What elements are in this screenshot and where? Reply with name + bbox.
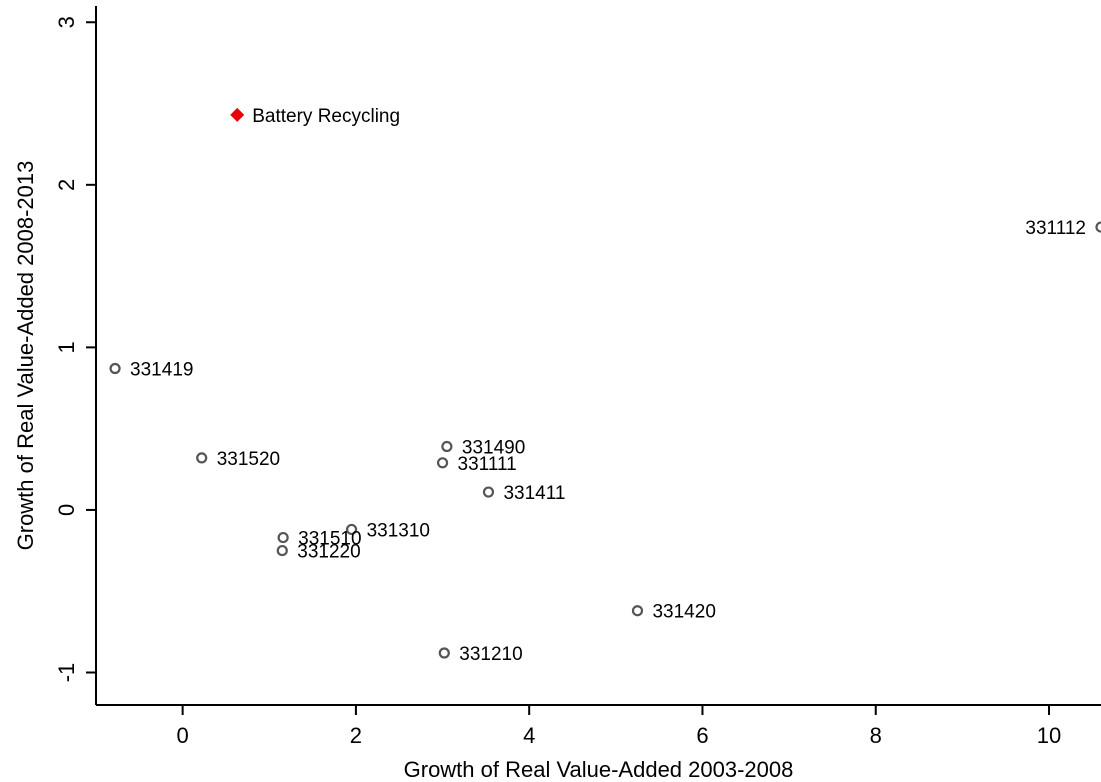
data-point	[196, 452, 208, 464]
data-point-label: 331220	[297, 542, 360, 563]
data-point	[277, 531, 289, 544]
y-tick-label: 2	[54, 179, 79, 191]
x-tick-label: 2	[350, 723, 362, 748]
data-point	[441, 440, 453, 453]
data-point-label: 331111	[458, 454, 517, 475]
data-point-label: 331411	[503, 483, 565, 504]
data-point	[482, 486, 495, 498]
data-point	[345, 523, 358, 536]
data-point-label: 331419	[130, 360, 193, 381]
x-tick-label: 10	[1037, 723, 1061, 748]
x-axis-title: Growth of Real Value-Added 2003-2008	[404, 757, 794, 782]
data-point	[109, 362, 121, 375]
x-tick-label: 6	[696, 723, 708, 748]
y-axis-title: Growth of Real Value-Added 2008-2013	[13, 161, 38, 551]
data-point-label: 331310	[367, 520, 430, 541]
data-point	[436, 457, 449, 469]
data-point-label: 331510	[298, 529, 361, 550]
y-tick-label: 0	[54, 504, 79, 516]
data-points: 331112 331419 331490 331520 331111 331411 3313…	[109, 106, 1101, 665]
data-point	[631, 605, 644, 617]
data-point-label: 331490	[462, 438, 525, 459]
x-tick-label: 8	[870, 723, 882, 748]
y-tick-label: 1	[54, 341, 79, 353]
axes: 0 2 4 6 8 10 -1 0 1 2 3	[54, 6, 1101, 748]
data-point-label: 331210	[459, 644, 522, 665]
data-point	[1095, 221, 1101, 233]
y-tick-label: -1	[54, 663, 79, 683]
x-tick-label: 0	[177, 723, 189, 748]
data-point	[230, 107, 245, 122]
data-point	[276, 544, 288, 557]
data-point-label: 331420	[652, 602, 715, 623]
data-point-label: 331520	[217, 449, 280, 470]
y-tick-label: 3	[54, 16, 79, 28]
data-point-label: 331112	[1025, 218, 1086, 239]
x-tick-label: 4	[523, 723, 535, 748]
data-point-label: Battery Recycling	[252, 106, 400, 127]
data-point	[438, 647, 450, 659]
